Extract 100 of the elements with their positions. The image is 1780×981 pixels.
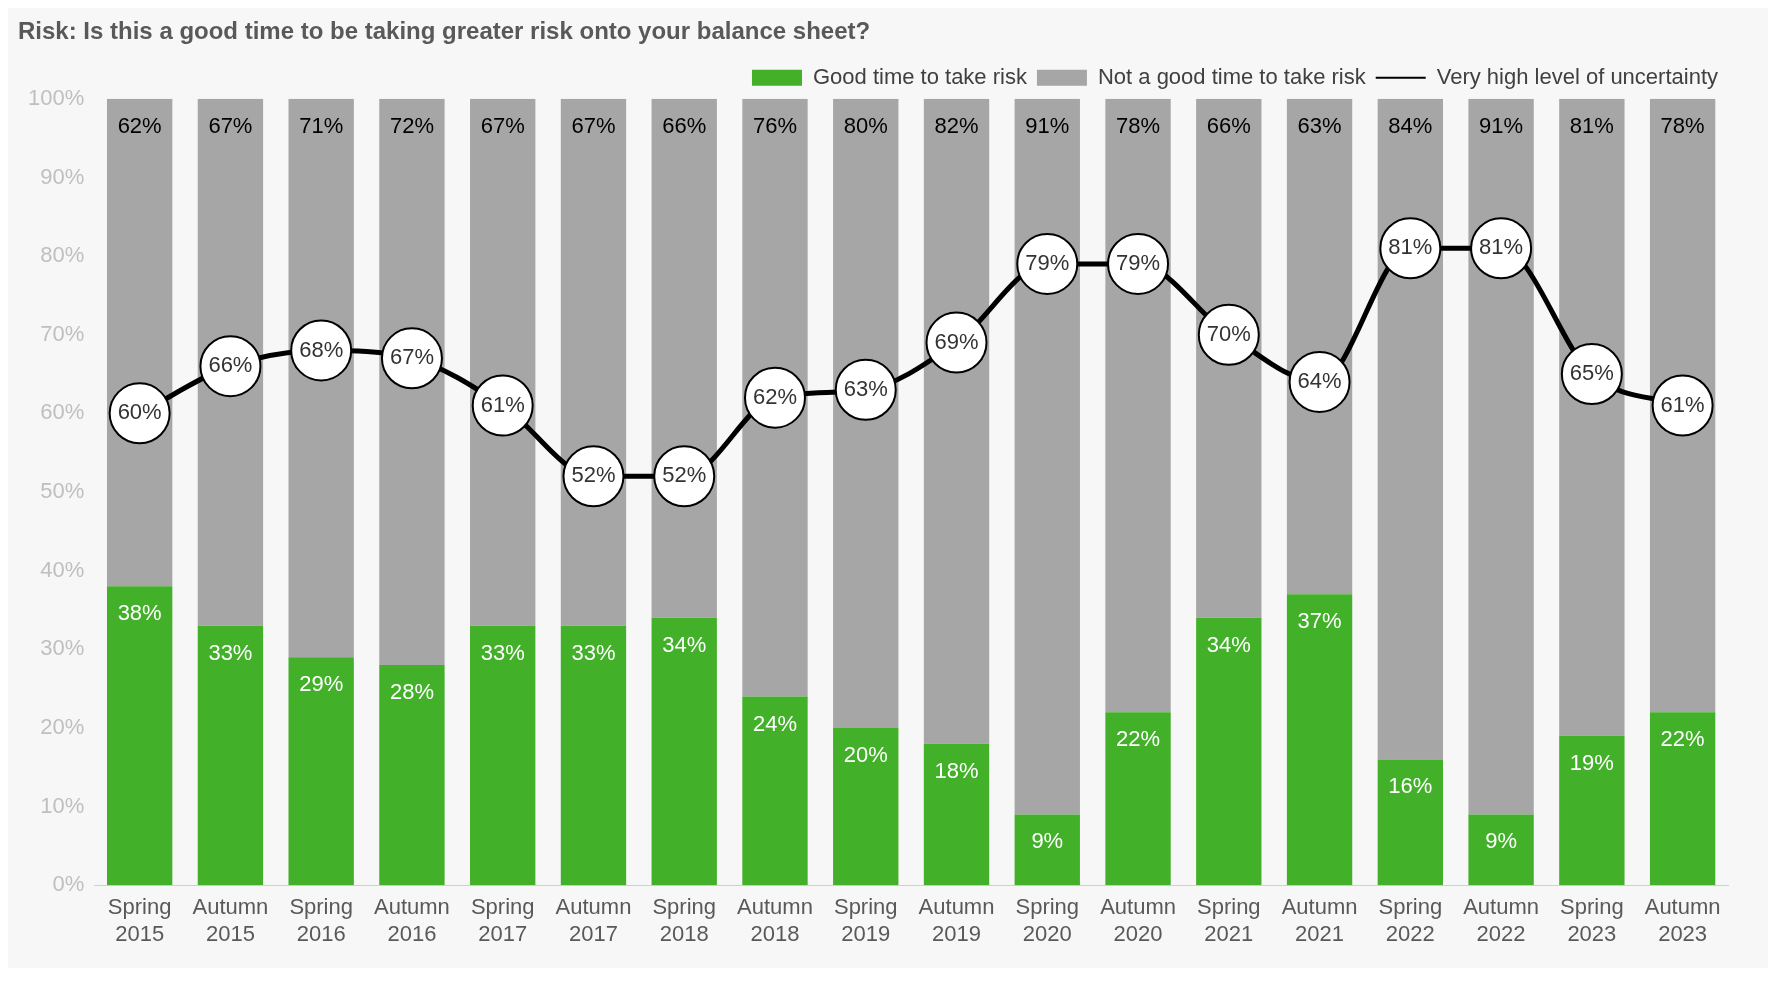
x-tick-label: Autumn 2021 [1281,894,1358,946]
bar [470,98,536,626]
data-label: 18% [934,757,979,783]
data-label: 66% [662,112,707,138]
data-label: 67% [571,112,616,138]
data-label: 91% [1479,112,1524,138]
data-label: 91% [1025,112,1070,138]
bar [1196,617,1262,886]
y-tick-label: 70% [40,320,85,346]
bar [1377,759,1443,886]
data-label: 81% [1569,112,1614,138]
bar [1196,98,1262,618]
x-tick-label: Spring 2021 [1197,894,1261,946]
data-label: 76% [752,112,798,138]
data-label: 66% [1206,112,1251,138]
bar [1286,98,1353,595]
data-label: 79% [1025,250,1070,276]
bar [833,727,899,886]
bar [1468,98,1534,815]
data-label: 81% [1479,234,1524,260]
data-label: 29% [299,671,344,697]
data-label: 65% [1569,360,1614,386]
x-tick-label: Autumn 2020 [1100,894,1176,946]
bar [1649,712,1716,886]
bar [1105,712,1171,886]
x-tick-label: Autumn 2015 [192,894,269,946]
y-tick-label: 20% [40,713,85,739]
x-tick-label: Autumn 2023 [1644,894,1721,946]
data-label: 62% [752,383,798,409]
bar [197,625,264,886]
bar [1559,735,1625,886]
data-label: 34% [1206,631,1251,657]
data-label: 61% [1660,391,1705,417]
data-label: 79% [1116,250,1161,276]
x-tick-label: Spring 2019 [833,894,898,946]
data-label: 16% [1388,773,1433,799]
bar [106,98,173,587]
y-tick-label: 90% [40,163,85,189]
bar [1014,814,1080,886]
data-label: 70% [1206,320,1251,346]
x-tick-label: Autumn 2016 [374,894,450,946]
data-label: 71% [299,112,344,138]
bar [1649,98,1716,713]
bar [106,586,173,886]
data-label: 52% [662,462,707,488]
y-tick-label: 80% [40,242,85,268]
data-label: 63% [1297,112,1342,138]
data-label: 62% [117,112,162,138]
data-label: 9% [1031,828,1064,854]
data-label: 61% [480,391,525,417]
x-tick-label: Autumn 2019 [918,894,995,946]
bar [288,98,354,658]
data-label: 84% [1388,112,1433,138]
bar [1559,98,1625,736]
data-label: 67% [389,344,434,370]
y-tick-label: 60% [40,399,85,425]
data-label: 69% [934,328,979,354]
bar [379,98,445,666]
bar [923,98,990,744]
x-tick-label: Spring 2017 [470,894,535,946]
y-tick-label: 100% [27,84,85,110]
data-label: 20% [843,741,888,767]
data-label: 67% [208,112,253,138]
data-label: 9% [1485,828,1517,854]
y-tick-label: 50% [40,478,85,504]
y-tick-label: 30% [40,635,85,661]
bar [560,98,627,626]
x-tick-label: Spring 2022 [1378,894,1443,946]
bar [379,665,445,886]
data-label: 64% [1297,367,1342,393]
data-label: 34% [662,631,707,657]
data-label: 72% [389,112,434,138]
data-label: 60% [117,399,162,425]
bar [197,98,264,626]
data-label: 38% [117,600,162,626]
chart-title: Risk: Is this a good time to be taking greater risk onto your balance sheet? [18,17,871,45]
x-tick-label: Spring 2016 [289,894,353,946]
bar [1377,98,1443,760]
data-label: 28% [389,679,434,705]
data-label: 63% [843,375,888,401]
bar [651,98,717,618]
y-tick-label: 0% [52,871,85,897]
data-label: 19% [1569,749,1614,775]
x-tick-label: Autumn 2018 [737,894,813,946]
bar [923,743,990,886]
data-label: 22% [1116,726,1161,752]
bar [651,617,717,886]
bar [560,625,627,886]
data-label: 67% [480,112,525,138]
legend-label: Very high level of uncertainty [1436,63,1719,89]
data-label: 52% [571,462,616,488]
bar [470,625,536,886]
x-tick-label: Spring 2023 [1560,894,1624,946]
x-tick-label: Autumn 2017 [555,894,632,946]
bar [1014,98,1080,815]
bar [1286,594,1353,886]
data-label: 81% [1388,234,1433,260]
data-label: 78% [1116,112,1161,138]
data-label: 78% [1660,112,1705,138]
data-label: 33% [480,639,525,665]
